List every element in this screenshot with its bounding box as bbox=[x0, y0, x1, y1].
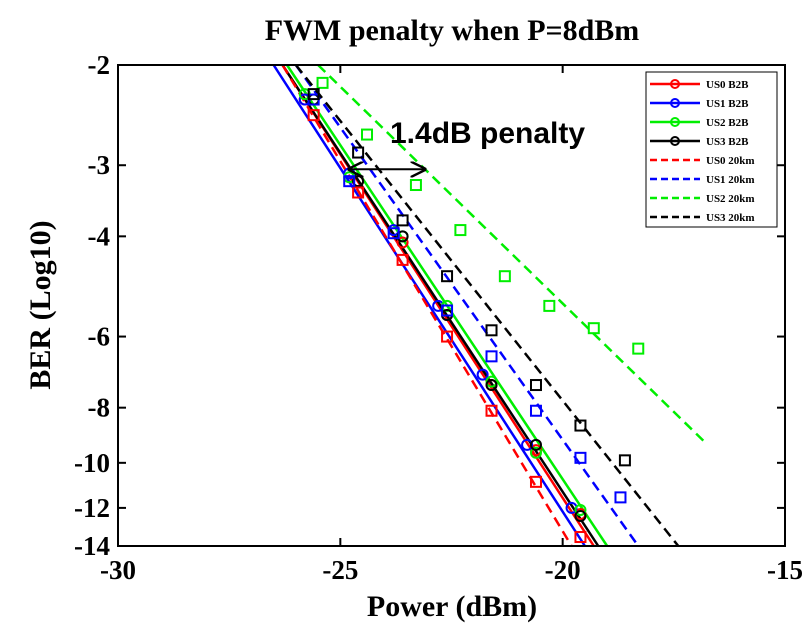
data-point bbox=[409, 179, 422, 192]
data-point bbox=[529, 379, 542, 392]
y-tick-label: -14 bbox=[74, 531, 110, 561]
y-tick-label: -8 bbox=[88, 393, 111, 423]
x-axis-label: Power (dBm) bbox=[367, 590, 537, 623]
data-point bbox=[521, 438, 534, 451]
legend-label: US2 20km bbox=[706, 193, 755, 205]
x-tick-label: -30 bbox=[100, 555, 136, 585]
y-tick-label: -6 bbox=[88, 322, 111, 352]
legend-label: US1 20km bbox=[706, 174, 755, 186]
y-axis-label: BER (Log10) bbox=[24, 220, 57, 389]
legend-marker bbox=[670, 79, 680, 89]
y-tick-label: -2 bbox=[88, 50, 111, 80]
data-point bbox=[441, 304, 454, 317]
data-point bbox=[529, 404, 542, 417]
data-point bbox=[529, 438, 542, 451]
data-point bbox=[574, 531, 587, 544]
data-point bbox=[574, 451, 587, 464]
data-point bbox=[485, 350, 498, 363]
series-line bbox=[281, 64, 573, 547]
data-point bbox=[618, 454, 631, 467]
data-point bbox=[485, 404, 498, 417]
data-point bbox=[316, 76, 329, 89]
penalty-annotation: 1.4dB penalty bbox=[349, 117, 585, 169]
x-tick-label: -15 bbox=[767, 555, 803, 585]
data-point bbox=[441, 330, 454, 343]
data-point bbox=[485, 324, 498, 337]
data-point bbox=[396, 253, 409, 266]
data-point bbox=[454, 224, 467, 237]
data-point bbox=[361, 128, 374, 141]
data-point bbox=[574, 419, 587, 432]
data-point bbox=[529, 446, 542, 459]
data-point bbox=[441, 270, 454, 283]
data-point bbox=[614, 491, 627, 504]
data-point bbox=[396, 214, 409, 227]
data-point bbox=[476, 368, 489, 381]
data-point bbox=[396, 230, 409, 243]
y-axis: -2 -3 -4 -6 -8 -10 -12 -14 bbox=[74, 50, 785, 561]
data-point bbox=[574, 503, 587, 516]
y-tick-label: -12 bbox=[74, 493, 110, 523]
data-point bbox=[307, 88, 320, 101]
data-point bbox=[587, 322, 600, 335]
data-point bbox=[632, 342, 645, 355]
data-point bbox=[396, 236, 409, 249]
data-point bbox=[485, 375, 498, 388]
legend-label: US0 B2B bbox=[706, 79, 749, 91]
legend-marker bbox=[670, 136, 680, 146]
data-point bbox=[574, 510, 587, 523]
x-tick-label: -25 bbox=[322, 555, 358, 585]
legend-marker bbox=[670, 117, 680, 127]
penalty-label: 1.4dB penalty bbox=[390, 117, 585, 150]
series-line bbox=[317, 64, 706, 444]
data-point bbox=[352, 186, 365, 199]
x-tick-label: -20 bbox=[545, 555, 581, 585]
legend-label: US3 20km bbox=[706, 212, 755, 224]
legend: US0 B2B US1 B2B US2 B2B US3 B2B US0 20km US1 … bbox=[645, 71, 778, 228]
series-line bbox=[294, 64, 640, 547]
legend-label: US3 B2B bbox=[706, 136, 749, 148]
data-point bbox=[485, 379, 498, 392]
data-point bbox=[387, 227, 400, 240]
series-line bbox=[281, 64, 600, 547]
plot-frame bbox=[117, 64, 786, 547]
legend-box bbox=[645, 71, 778, 228]
data-point bbox=[543, 299, 556, 312]
series-line bbox=[272, 64, 586, 547]
chart-title: FWM penalty when P=8dBm bbox=[265, 14, 640, 47]
x-axis: -30 -25 -20 -15 bbox=[100, 65, 803, 585]
data-point bbox=[498, 270, 511, 283]
data-point bbox=[529, 475, 542, 488]
y-tick-label: -4 bbox=[88, 221, 111, 251]
legend-label: US0 20km bbox=[706, 155, 755, 167]
data-point bbox=[307, 109, 320, 122]
data-markers bbox=[298, 76, 645, 544]
legend-marker bbox=[670, 98, 680, 108]
legend-label: US1 B2B bbox=[706, 98, 749, 110]
legend-label: US2 B2B bbox=[706, 117, 749, 129]
y-tick-label: -3 bbox=[88, 150, 111, 180]
y-tick-label: -10 bbox=[74, 448, 110, 478]
data-point bbox=[352, 146, 365, 159]
series-line bbox=[294, 64, 680, 547]
